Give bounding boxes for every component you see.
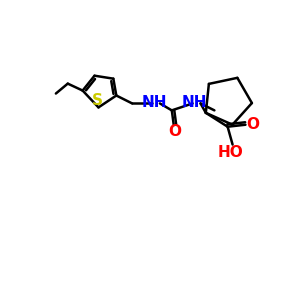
Text: NH: NH [141,95,167,110]
Text: O: O [168,124,181,139]
Text: O: O [246,117,259,132]
Text: NH: NH [182,95,207,110]
Text: HO: HO [218,145,244,160]
Text: S: S [92,93,103,108]
